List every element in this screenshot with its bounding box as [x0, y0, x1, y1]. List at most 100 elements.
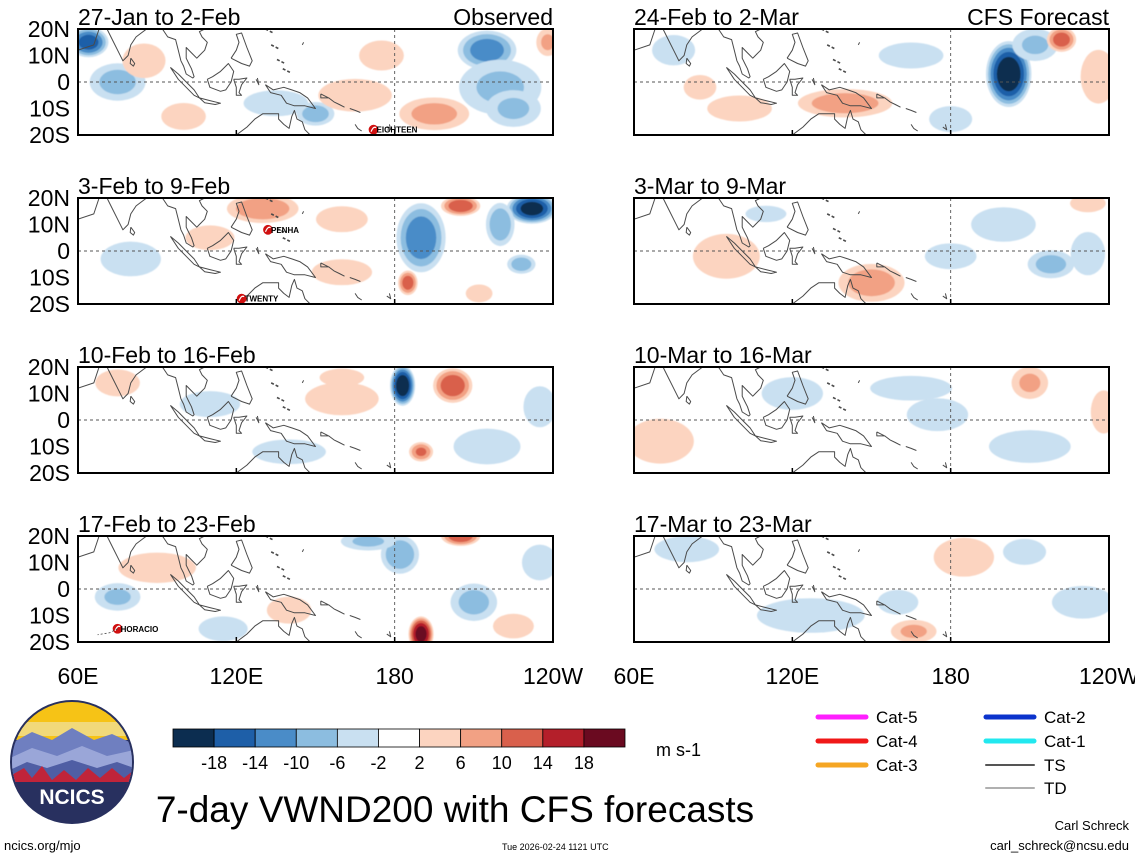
wind-anomaly-contour: [179, 391, 241, 418]
coastline: [129, 226, 136, 236]
coastline: [786, 201, 809, 236]
wind-anomaly-contour: [1053, 32, 1070, 47]
coastline: [634, 367, 656, 389]
island-chain: [826, 382, 836, 388]
wind-anomaly-contour: [161, 103, 206, 130]
wind-anomaly-contour: [523, 386, 553, 428]
coastline: [794, 185, 797, 193]
wind-anomaly-contour: [448, 536, 473, 543]
coastline: [328, 604, 345, 615]
coastline: [942, 631, 948, 638]
coastline: [786, 370, 809, 405]
colorbar-swatch: [419, 728, 462, 748]
island-chain: [832, 565, 842, 572]
storm-name: TWENTY: [245, 295, 279, 304]
panel-date-label: 24-Feb to 2-Mar: [634, 4, 799, 30]
coastline: [161, 198, 208, 248]
coastline: [717, 367, 764, 417]
wind-anomaly-contour: [761, 377, 823, 410]
wind-anomaly-contour: [1070, 232, 1106, 276]
coastline: [884, 97, 901, 108]
island-chain: [826, 213, 836, 219]
wind-anomaly-contour: [465, 284, 493, 303]
storm-marker[interactable]: EIGHTEEN: [367, 123, 418, 136]
wind-anomaly-contour: [316, 206, 368, 233]
storm-legend-item: TD: [985, 779, 1067, 798]
x-tick-label: 120W: [523, 663, 583, 689]
coastline: [685, 564, 692, 574]
footer-link[interactable]: ncics.org/mjo: [4, 838, 81, 853]
main-title: 7-day VWND200 with CFS forecasts: [156, 789, 754, 830]
coastline: [236, 278, 311, 304]
coastline: [857, 380, 861, 384]
coastline: [910, 462, 918, 470]
coastline: [255, 246, 260, 255]
coastline: [789, 584, 804, 603]
wind-anomaly-contour: [870, 375, 952, 401]
ncics-logo[interactable]: NCICS: [10, 700, 134, 826]
wind-anomaly-contour: [878, 42, 944, 69]
coastline: [786, 539, 809, 574]
x-tick-label: 60E: [614, 663, 655, 689]
island-chain: [276, 58, 286, 65]
coastline: [905, 446, 917, 451]
wind-anomaly-contour: [745, 205, 787, 223]
coastline: [685, 57, 692, 67]
coastline: [320, 262, 330, 268]
coastline: [199, 604, 221, 612]
wind-anomaly-contour: [319, 368, 365, 387]
island-chain: [832, 396, 842, 403]
wind-anomaly-contour: [305, 382, 379, 416]
y-tick-label: 10S: [29, 265, 70, 291]
x-tick-label: 120E: [765, 663, 819, 689]
coastline: [386, 293, 392, 300]
wind-anomaly-contour: [252, 439, 326, 465]
coastline: [789, 77, 804, 96]
storm-name: EIGHTEEN: [377, 126, 418, 135]
storm-legend-label: Cat-5: [876, 708, 918, 727]
colorbar-swatch: [254, 728, 297, 748]
coastline-layer: [634, 11, 948, 135]
storm-marker[interactable]: TWENTY: [235, 292, 279, 305]
wind-anomaly-contour: [654, 536, 720, 563]
storm-marker[interactable]: HORACIO: [97, 622, 159, 636]
footer-email[interactable]: carl_schreck@ncsu.edu: [990, 838, 1129, 853]
coastline: [328, 435, 345, 446]
x-tick-label: 180: [931, 663, 969, 689]
coastline: [230, 201, 253, 236]
wind-anomaly-contour: [497, 97, 530, 120]
coastline: [755, 97, 777, 105]
wind-anomaly-contour: [1035, 255, 1067, 274]
wind-anomaly-contour: [1070, 198, 1106, 213]
wind-anomaly-contour: [243, 90, 309, 117]
x-tick-label: 60E: [58, 663, 99, 689]
coastline: [233, 584, 248, 603]
legend-layer: -18 -14 -10 -6 -2 2 6 10 14 18 Cat-5 Cat-4 Cat-3 Cat-…: [172, 708, 1086, 798]
coastline: [845, 180, 848, 183]
y-tick-label: 20S: [29, 629, 70, 655]
wind-anomaly-contour: [453, 428, 521, 465]
coastline: [820, 422, 872, 447]
coastline: [811, 584, 816, 593]
panel-6: [633, 180, 1110, 305]
y-tick-label: 20N: [28, 354, 70, 380]
coastline: [106, 536, 147, 569]
coastline: [789, 415, 804, 434]
colorbar-tick-label: 2: [415, 753, 425, 773]
coastline: [206, 401, 235, 430]
island-chain: [826, 551, 836, 557]
wind-anomaly-contour: [877, 589, 919, 615]
colorbar-swatch: [542, 728, 585, 748]
coastline: [199, 97, 221, 105]
y-tick-label: 10S: [29, 434, 70, 460]
coastline: [792, 109, 867, 135]
wind-anomaly-contour: [1019, 373, 1041, 393]
coastline-layer: [634, 518, 948, 642]
coastline: [845, 518, 848, 521]
wind-anomaly-contour: [489, 208, 511, 241]
coastline: [845, 11, 848, 14]
coastline: [905, 277, 917, 282]
panel-frame: [77, 366, 554, 474]
storm-marker[interactable]: PENHA: [261, 223, 300, 236]
